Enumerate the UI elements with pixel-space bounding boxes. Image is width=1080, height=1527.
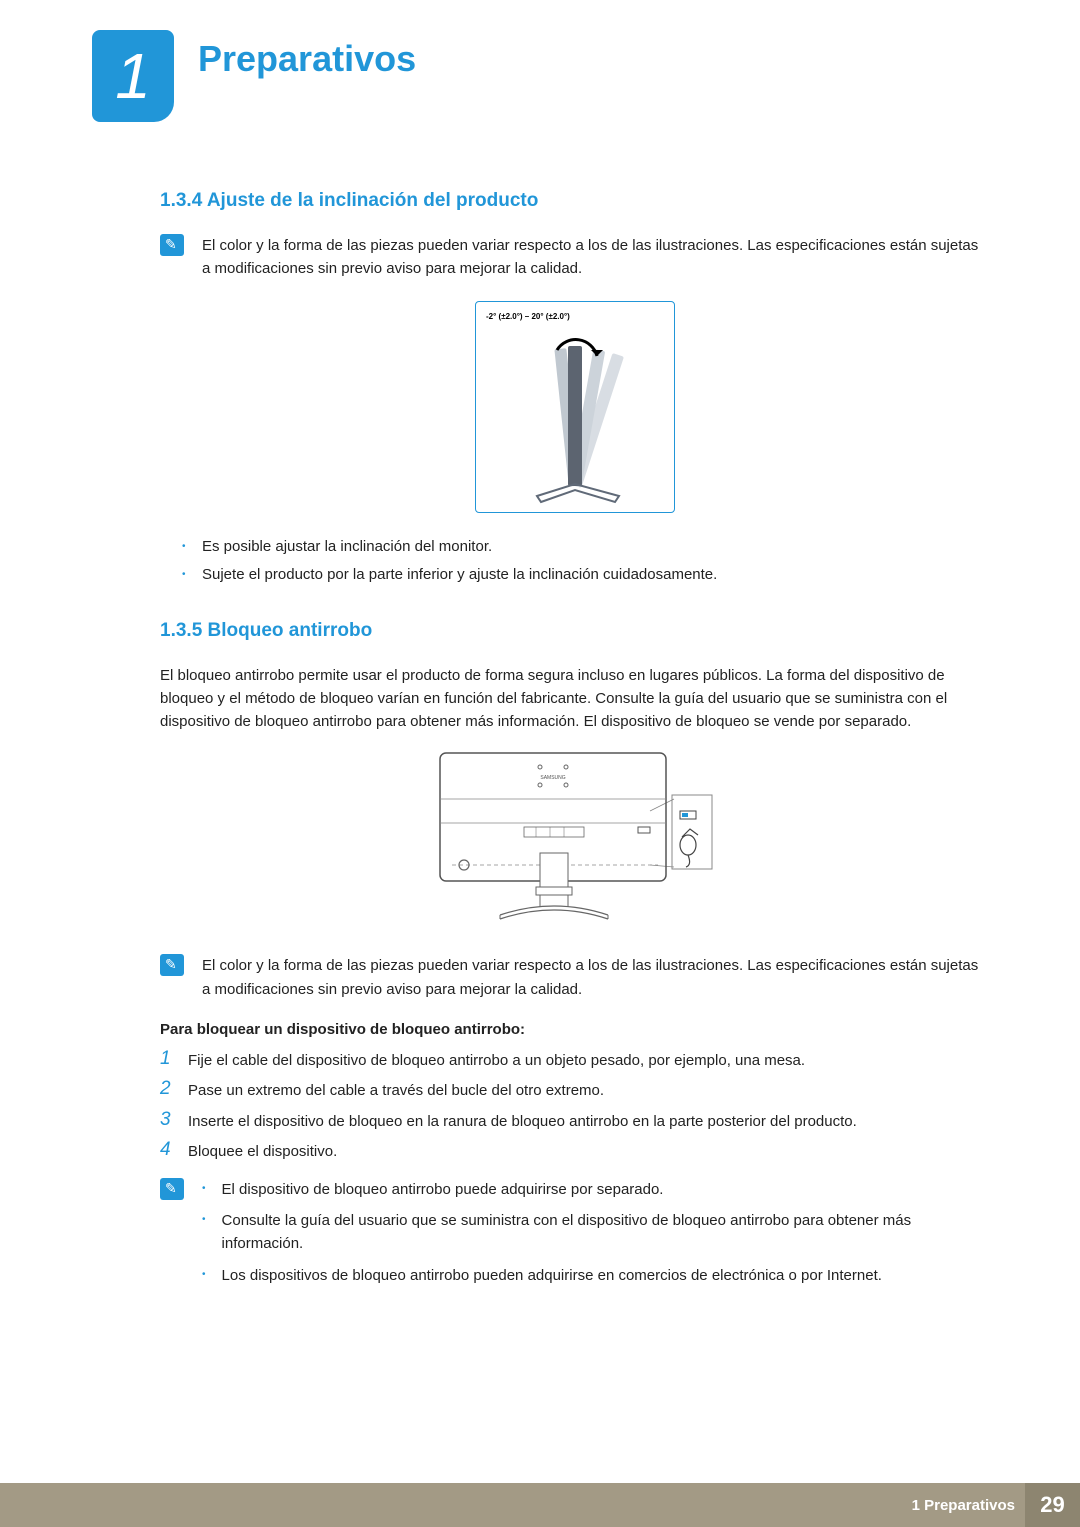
step-text: Fije el cable del dispositivo de bloqueo… [188,1048,805,1073]
chapter-title: Preparativos [198,38,416,80]
note-bullet-row: • Consulte la guía del usuario que se su… [202,1209,990,1256]
bullet-item: Sujete el producto por la parte inferior… [202,561,990,590]
step-text: Inserte el dispositivo de bloqueo en la … [188,1109,857,1134]
note-icon [160,1178,184,1200]
chapter-tab: 1 [92,30,174,122]
step-text: Bloquee el dispositivo. [188,1139,337,1164]
note-bullet-row: • Los dispositivos de bloqueo antirrobo … [202,1264,990,1287]
step-row: 1 Fije el cable del dispositivo de bloqu… [160,1048,990,1073]
note-bullet-row: • El dispositivo de bloqueo antirrobo pu… [202,1178,990,1201]
note-bullet-text: Los dispositivos de bloqueo antirrobo pu… [222,1264,882,1287]
note-icon [160,954,184,976]
step-number: 4 [160,1139,188,1161]
step-text: Pase un extremo del cable a través del b… [188,1078,604,1103]
tilt-range-label: -2° (±2.0°) – 20° (±2.0°) [486,312,664,321]
note-135: El color y la forma de las piezas pueden… [160,954,990,1001]
page-content: 1.3.4 Ajuste de la inclinación del produ… [160,190,990,1315]
steps-heading: Para bloquear un dispositivo de bloqueo … [160,1021,990,1038]
tilt-diagram: -2° (±2.0°) – 20° (±2.0°) [475,301,675,513]
note-bullets: • El dispositivo de bloqueo antirrobo pu… [202,1178,990,1295]
step-row: 2 Pase un extremo del cable a través del… [160,1078,990,1103]
note-icon [160,234,184,256]
step-number: 1 [160,1048,188,1070]
step-row: 4 Bloquee el dispositivo. [160,1139,990,1164]
step-number: 3 [160,1109,188,1131]
footer-chapter-label: 1 Preparativos [912,1497,1015,1514]
bullet-dot: • [202,1214,206,1225]
step-row: 3 Inserte el dispositivo de bloqueo en l… [160,1109,990,1134]
para-135: El bloqueo antirrobo permite usar el pro… [160,664,990,734]
bullets-134: Es posible ajustar la inclinación del mo… [202,533,990,590]
section-heading-135: 1.3.5 Bloqueo antirrobo [160,620,990,642]
step-number: 2 [160,1078,188,1100]
note-bullet-text: Consulte la guía del usuario que se sumi… [222,1209,990,1256]
bullet-dot: • [202,1269,206,1280]
note-bullet-text: El dispositivo de bloqueo antirrobo pued… [222,1178,664,1201]
bullet-item: Es posible ajustar la inclinación del mo… [202,533,990,562]
note-text-135: El color y la forma de las piezas pueden… [202,954,990,1001]
bullet-dot: • [202,1183,206,1194]
note-134: El color y la forma de las piezas pueden… [160,234,990,281]
monitor-back-diagram: SAMSUNG [436,747,714,932]
page-footer: 1 Preparativos 29 [0,1483,1080,1527]
chapter-number: 1 [115,39,151,113]
note-135b: • El dispositivo de bloqueo antirrobo pu… [160,1178,990,1295]
note-text-134: El color y la forma de las piezas pueden… [202,234,990,281]
section-heading-134: 1.3.4 Ajuste de la inclinación del produ… [160,190,990,212]
monitor-brand-label: SAMSUNG [540,775,565,781]
steps-list: 1 Fije el cable del dispositivo de bloqu… [160,1048,990,1164]
tilt-illustration [505,338,645,506]
footer-page-number: 29 [1025,1483,1080,1527]
